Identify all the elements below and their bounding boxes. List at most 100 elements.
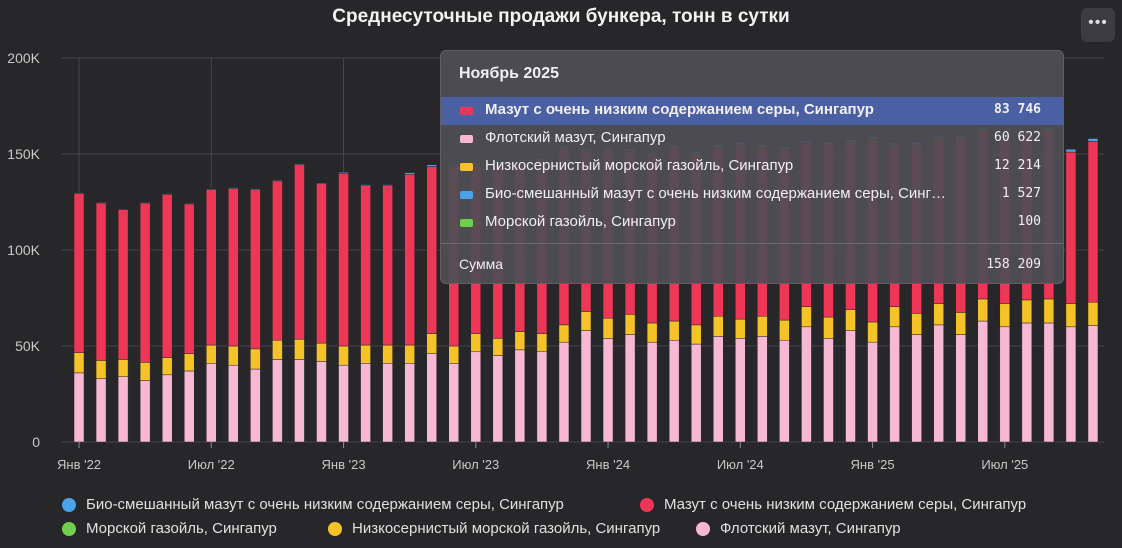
bar-segment — [272, 339, 283, 360]
bar-segment — [360, 363, 371, 443]
tooltip-row: Флотский мазут, Сингапур 60 622 — [441, 125, 1063, 153]
bar-segment — [668, 320, 680, 341]
bar-segment — [690, 343, 702, 443]
tooltip-row-value: 1 527 — [1001, 186, 1041, 201]
bar-segment — [1065, 151, 1077, 305]
bar-segment — [492, 355, 504, 443]
bar-segment — [624, 314, 636, 335]
bar-segment — [911, 334, 922, 443]
bar-segment — [999, 326, 1011, 443]
bar-segment — [514, 349, 526, 443]
bar-segment — [558, 341, 570, 443]
bar-segment — [845, 309, 856, 331]
bar-segment — [580, 311, 592, 331]
bar-segment — [624, 334, 636, 443]
bar-segment — [668, 339, 680, 443]
bar-segment — [382, 363, 393, 443]
more-options-button[interactable]: ••• — [1081, 8, 1115, 42]
bar-segment — [272, 359, 283, 443]
x-tick-label: Янв '25 — [851, 457, 895, 472]
y-tick-label: 0 — [32, 434, 40, 450]
bar-segment — [580, 330, 592, 443]
bar-segment — [1021, 299, 1033, 324]
bar-segment — [426, 166, 437, 334]
legend-label: Морской газойль, Сингапур — [86, 520, 277, 537]
bar-segment — [161, 357, 173, 376]
bar-segment — [228, 364, 239, 443]
x-axis: Янв '22 Июл '22 Янв '23 Июл '23 Янв '24 Июл '… — [57, 442, 1028, 472]
bar-segment — [646, 341, 658, 443]
legend-label: Флотский мазут, Сингапур — [720, 520, 901, 537]
tooltip-row-label: Био-смешанный мазут с очень низким содер… — [485, 185, 947, 202]
bar-segment — [867, 341, 878, 443]
bar-segment — [73, 372, 85, 443]
legend-label: Био-смешанный мазут с очень низким содер… — [86, 496, 564, 513]
y-tick-label: 200K — [7, 50, 40, 66]
tooltip-row-label: Морской газойль, Сингапур — [485, 213, 676, 230]
bar-segment — [206, 363, 217, 443]
x-tick-label: Янв '23 — [322, 457, 366, 472]
bar-segment — [757, 315, 768, 337]
bar-segment — [73, 352, 85, 374]
bar-segment — [999, 303, 1011, 328]
bar-segment — [117, 359, 129, 377]
y-axis: 0 50K 100K 150K 200K — [7, 50, 40, 450]
bar-segment — [316, 183, 327, 344]
tooltip-divider — [441, 243, 1063, 244]
bar-segment — [801, 326, 812, 443]
bar-segment — [183, 203, 195, 354]
tooltip-row-value: 100 — [1017, 214, 1041, 229]
bar-segment — [1087, 141, 1099, 303]
bar-segment — [95, 378, 107, 443]
bar-segment — [404, 344, 415, 364]
bar-segment — [206, 189, 217, 346]
bar-segment — [117, 376, 129, 443]
bar-segment — [360, 344, 371, 364]
bar-segment — [404, 173, 415, 346]
bar-segment — [382, 185, 393, 346]
bar-segment — [95, 202, 107, 361]
bar-segment — [316, 361, 327, 443]
bar-segment — [1087, 138, 1099, 142]
legend-marker — [640, 498, 654, 512]
bar-segment — [382, 344, 393, 364]
bar-segment — [338, 345, 349, 366]
bar-segment — [955, 334, 966, 443]
legend-marker — [696, 522, 710, 536]
bar-segment — [933, 324, 944, 443]
bar-segment — [823, 316, 834, 339]
bar-segment — [470, 333, 482, 353]
x-tick-label: Июл '25 — [981, 457, 1028, 472]
bar-segment — [823, 338, 834, 443]
bar-segment — [1087, 325, 1099, 443]
bar-segment — [161, 374, 173, 443]
bar-segment — [228, 345, 239, 366]
chart-title: Среднесуточные продажи бункера, тонн в с… — [332, 6, 790, 27]
y-tick-label: 150K — [7, 146, 40, 162]
bar-segment — [161, 194, 173, 358]
bar-segment — [536, 351, 548, 443]
bar-segment — [1043, 298, 1055, 324]
legend-marker — [62, 522, 76, 536]
tooltip-swatch — [460, 135, 473, 143]
bar-segment — [183, 370, 195, 443]
bar-segment — [316, 342, 327, 362]
bar-segment — [206, 344, 217, 364]
y-tick-label: 50K — [15, 338, 41, 354]
more-horizontal-icon: ••• — [1088, 14, 1108, 31]
bar-segment — [757, 336, 768, 443]
y-tick-label: 100K — [7, 242, 40, 258]
bar-segment — [779, 339, 790, 443]
bar-segment — [558, 324, 570, 343]
bar-segment — [139, 380, 151, 443]
bar-segment — [139, 202, 151, 363]
bar-segment — [977, 320, 989, 443]
bar-segment — [735, 338, 746, 443]
bar-segment — [1065, 303, 1077, 328]
x-tick-label: Июл '23 — [452, 457, 499, 472]
bar-segment — [73, 193, 85, 353]
tooltip-row-label: Низкосернистый морской газойль, Сингапур — [485, 157, 794, 174]
bar-segment — [404, 363, 415, 443]
tooltip-row-label: Мазут с очень низким содержанием серы, С… — [485, 101, 874, 118]
bar-segment — [536, 333, 548, 353]
